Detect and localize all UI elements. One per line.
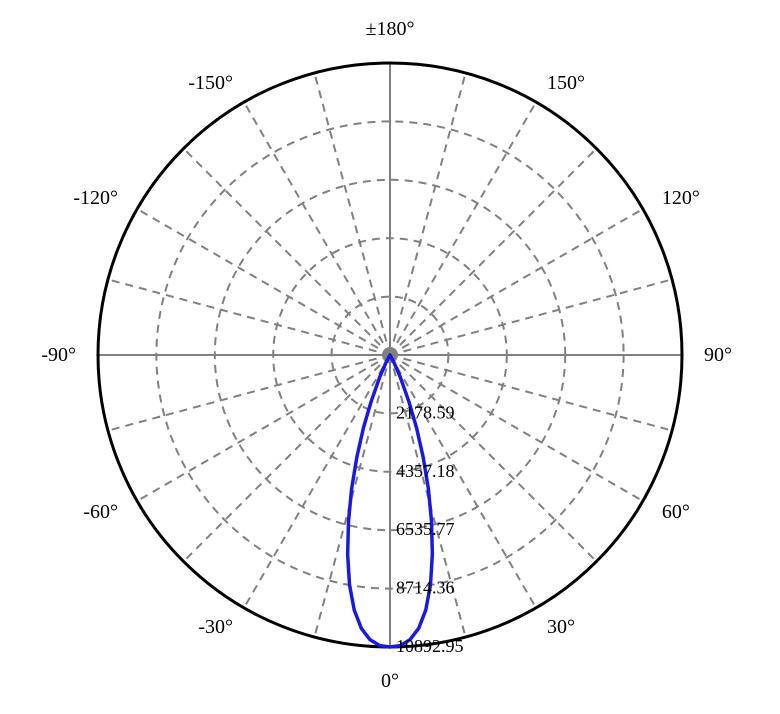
radial-tick-label: 6535.77 — [396, 519, 455, 539]
angle-label: -150° — [188, 72, 233, 94]
radial-labels: 2178.59 4357.18 6535.77 8714.36 10892.95 — [396, 402, 464, 656]
radial-spoke — [390, 355, 536, 608]
radial-tick-label: 2178.59 — [396, 402, 455, 422]
radial-spoke — [108, 355, 390, 431]
angle-label: -60° — [83, 501, 118, 523]
polar-chart: 2178.59 4357.18 6535.77 8714.36 10892.95 0° 30… — [0, 0, 780, 714]
angle-label: 0° — [381, 670, 399, 692]
angle-label: -30° — [198, 616, 233, 638]
angle-label: 120° — [662, 187, 700, 209]
radial-spoke — [184, 355, 390, 561]
angle-label: 150° — [547, 72, 585, 94]
angle-label: -120° — [73, 187, 118, 209]
radial-spoke — [390, 102, 536, 355]
radial-tick-label: 10892.95 — [396, 636, 464, 656]
radial-tick-label: 4357.18 — [396, 461, 455, 481]
radial-spoke — [390, 73, 466, 355]
radial-spoke — [184, 149, 390, 355]
angle-label: ±180° — [366, 18, 415, 40]
radial-spoke — [390, 209, 643, 355]
radial-spoke — [390, 279, 672, 355]
angle-label: -90° — [41, 344, 76, 366]
radial-tick-label: 8714.36 — [396, 578, 455, 598]
radial-spoke — [390, 149, 596, 355]
radial-spoke — [244, 355, 390, 608]
radial-spoke — [314, 73, 390, 355]
radial-spoke — [137, 209, 390, 355]
radial-spoke — [244, 102, 390, 355]
angle-label: 60° — [662, 501, 690, 523]
radial-spoke — [108, 279, 390, 355]
angle-label: 90° — [704, 344, 732, 366]
angle-label: 30° — [547, 616, 575, 638]
